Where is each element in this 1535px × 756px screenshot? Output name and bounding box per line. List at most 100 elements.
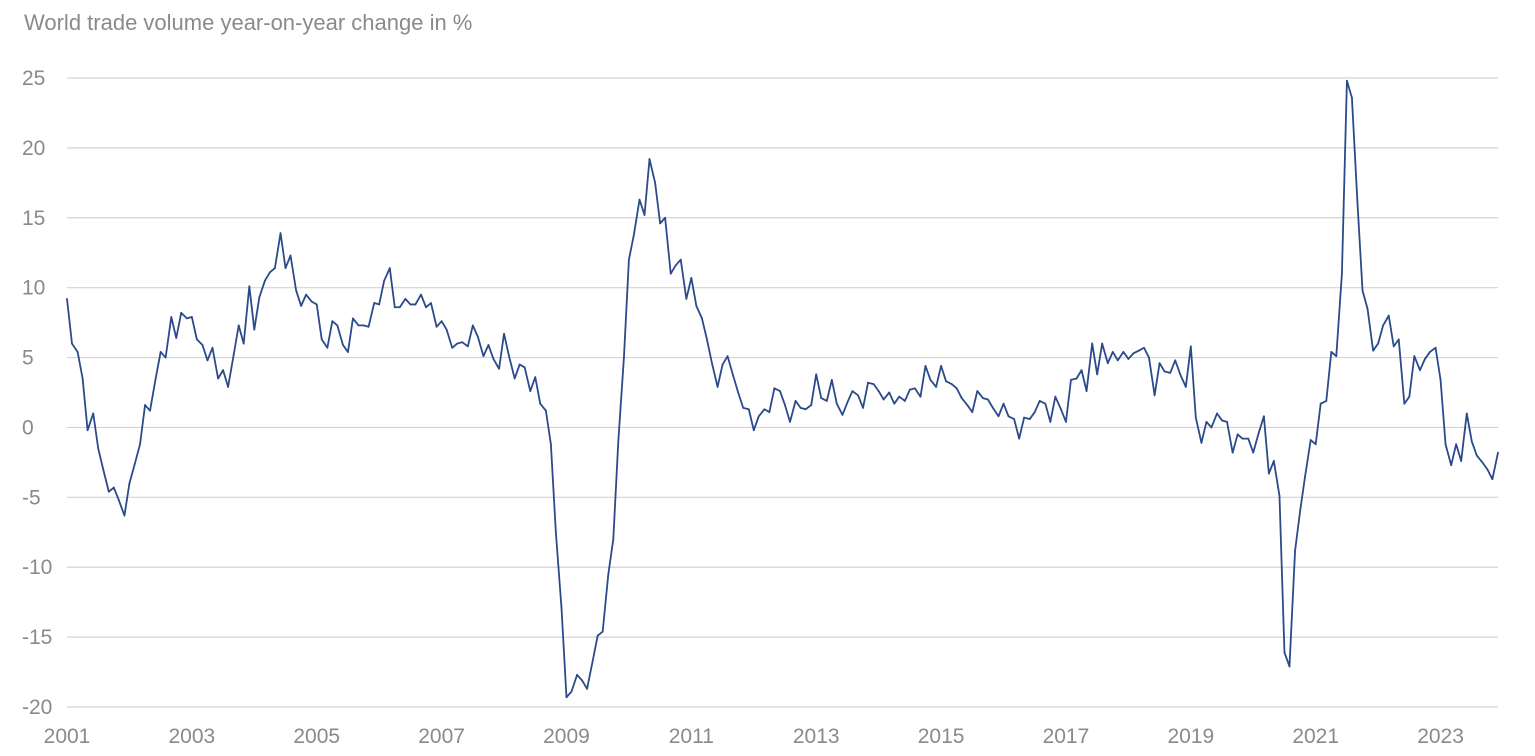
- data-point: [1444, 443, 1447, 446]
- data-point: [825, 399, 828, 402]
- data-point: [669, 272, 672, 275]
- data-point: [1252, 451, 1255, 454]
- data-point: [1314, 443, 1317, 446]
- data-point: [950, 383, 953, 386]
- data-point: [857, 394, 859, 397]
- data-point: [820, 397, 823, 399]
- data-point: [1262, 415, 1265, 418]
- data-point: [206, 359, 209, 362]
- data-point: [310, 300, 313, 303]
- data-point: [763, 408, 766, 411]
- data-point: [295, 289, 298, 292]
- x-tick-label: 2021: [1292, 725, 1339, 748]
- data-point: [1372, 349, 1375, 352]
- data-point: [779, 390, 781, 392]
- data-point: [1023, 416, 1026, 419]
- data-point: [768, 411, 771, 413]
- data-point: [92, 412, 95, 415]
- data-point: [591, 659, 594, 662]
- data-point: [1163, 370, 1166, 373]
- data-point: [471, 324, 474, 327]
- data-point: [898, 395, 901, 398]
- data-point: [1470, 440, 1473, 443]
- data-point: [232, 353, 235, 356]
- data-point: [726, 355, 729, 358]
- data-point: [1194, 416, 1197, 419]
- data-point: [420, 293, 422, 296]
- y-tick-label: -15: [22, 626, 52, 649]
- data-point: [570, 690, 573, 693]
- data-point: [1486, 468, 1489, 471]
- data-point: [242, 342, 245, 345]
- data-point: [1382, 324, 1385, 327]
- data-point: [784, 404, 786, 406]
- data-point: [76, 351, 79, 353]
- data-point: [617, 440, 620, 443]
- data-point: [425, 306, 427, 309]
- data-point: [1460, 460, 1463, 462]
- data-point: [1294, 549, 1296, 552]
- data-point: [326, 346, 329, 349]
- data-point: [1325, 399, 1328, 402]
- data-point: [362, 324, 365, 327]
- data-point: [1278, 495, 1281, 497]
- y-tick-label: -20: [22, 696, 52, 719]
- data-point: [523, 366, 526, 369]
- data-point: [518, 363, 521, 366]
- data-point: [549, 443, 552, 446]
- x-tick-label: 2019: [1167, 725, 1214, 748]
- data-point: [612, 538, 615, 541]
- data-point: [747, 408, 750, 411]
- data-point: [638, 198, 641, 201]
- data-point: [139, 443, 141, 446]
- y-tick-label: 5: [22, 347, 34, 370]
- data-point: [253, 328, 256, 331]
- data-point: [1018, 437, 1021, 440]
- data-point: [529, 390, 532, 392]
- data-point: [211, 346, 214, 349]
- series-layer: [66, 79, 1499, 699]
- data-point: [1319, 402, 1322, 405]
- data-point: [279, 232, 282, 235]
- data-point: [305, 293, 308, 296]
- data-point: [773, 387, 776, 390]
- data-point: [1424, 358, 1426, 360]
- data-point: [841, 413, 844, 416]
- data-point: [810, 404, 813, 406]
- data-point: [1241, 437, 1244, 440]
- data-point: [1080, 369, 1083, 372]
- data-point: [133, 464, 136, 467]
- data-point: [217, 377, 219, 380]
- data-point: [1085, 390, 1088, 392]
- data-point: [1070, 379, 1072, 381]
- data-point: [383, 279, 386, 282]
- data-point: [955, 387, 958, 390]
- x-tick-label: 2001: [44, 725, 91, 748]
- data-point: [180, 311, 183, 314]
- data-point: [1361, 289, 1364, 292]
- data-point: [851, 390, 854, 392]
- data-point: [336, 324, 339, 327]
- data-point: [581, 679, 583, 682]
- data-point: [128, 482, 131, 485]
- data-point: [1397, 338, 1400, 341]
- y-tick-label: -10: [22, 556, 52, 579]
- data-point: [1267, 472, 1270, 475]
- data-point: [347, 351, 349, 353]
- x-tick-label: 2013: [793, 725, 840, 748]
- data-point: [440, 320, 443, 323]
- data-point: [674, 264, 677, 267]
- data-point: [945, 380, 947, 383]
- y-tick-label: 0: [22, 416, 34, 439]
- data-point: [721, 363, 724, 366]
- data-point: [565, 696, 568, 699]
- data-point: [893, 402, 896, 405]
- data-point: [695, 304, 698, 307]
- data-point: [960, 397, 963, 399]
- data-point: [1497, 451, 1499, 454]
- data-point: [378, 303, 381, 306]
- data-point: [966, 404, 969, 406]
- data-point: [1366, 307, 1369, 310]
- data-point: [607, 573, 610, 576]
